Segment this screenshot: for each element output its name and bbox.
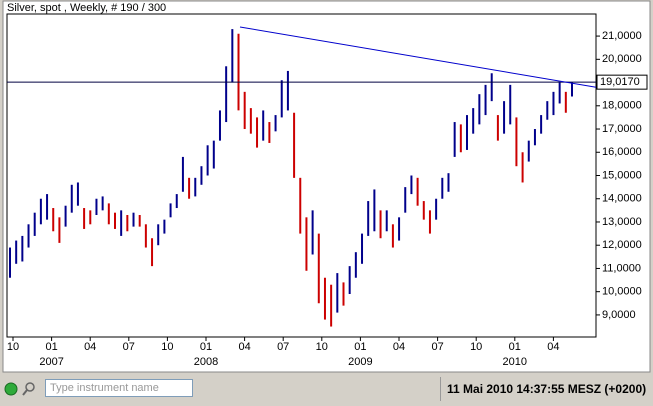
y-tick-label: 18,0000 xyxy=(602,100,642,112)
x-tick-label: 01 xyxy=(200,341,212,353)
price-label: 19,0170 xyxy=(600,76,640,88)
x-tick-label: 07 xyxy=(431,341,443,353)
x-tick-label: 04 xyxy=(84,341,96,353)
year-label: 2007 xyxy=(39,356,63,368)
y-tick-label: 10,0000 xyxy=(602,286,642,298)
y-tick-label: 11,0000 xyxy=(602,262,641,274)
chart: Silver, spot , Weekly, # 190 / 300 9,000… xyxy=(2,0,651,373)
search-icon-handle xyxy=(22,389,28,396)
x-tick-label: 10 xyxy=(316,341,328,353)
x-tick-label: 07 xyxy=(123,341,135,353)
y-tick-label: 14,0000 xyxy=(602,193,642,205)
search-input[interactable]: Type instrument name xyxy=(45,379,193,397)
x-tick-label: 10 xyxy=(7,341,19,353)
x-tick-label: 10 xyxy=(161,341,173,353)
status-time: 11 Mai 2010 14:37:55 MESZ (+0200) xyxy=(440,377,650,401)
x-tick-label: 01 xyxy=(354,341,366,353)
x-tick-label: 01 xyxy=(509,341,521,353)
y-tick-label: 12,0000 xyxy=(602,239,642,251)
y-tick-label: 9,0000 xyxy=(602,309,636,321)
year-label: 2008 xyxy=(194,356,218,368)
x-tick-label: 10 xyxy=(470,341,482,353)
x-tick-label: 01 xyxy=(45,341,57,353)
trendline xyxy=(239,26,597,88)
chart-panel xyxy=(2,0,651,373)
chart-title: Silver, spot , Weekly, # 190 / 300 xyxy=(7,2,166,14)
x-tick-label: 04 xyxy=(547,341,559,353)
year-label: 2009 xyxy=(348,356,372,368)
y-tick-label: 20,0000 xyxy=(602,53,642,65)
x-tick-label: 04 xyxy=(238,341,250,353)
x-tick-label: 04 xyxy=(393,341,405,353)
y-tick-label: 15,0000 xyxy=(602,169,642,181)
y-tick-label: 21,0000 xyxy=(602,30,642,42)
price-label-box xyxy=(596,74,648,90)
connection-indicator xyxy=(4,382,18,396)
status-icons xyxy=(4,382,35,396)
x-tick-label: 07 xyxy=(277,341,289,353)
y-tick-label: 16,0000 xyxy=(602,146,642,158)
y-tick-label: 17,0000 xyxy=(602,123,642,135)
search-icon[interactable] xyxy=(25,382,35,392)
y-tick-label: 13,0000 xyxy=(602,216,642,228)
year-label: 2010 xyxy=(503,356,527,368)
